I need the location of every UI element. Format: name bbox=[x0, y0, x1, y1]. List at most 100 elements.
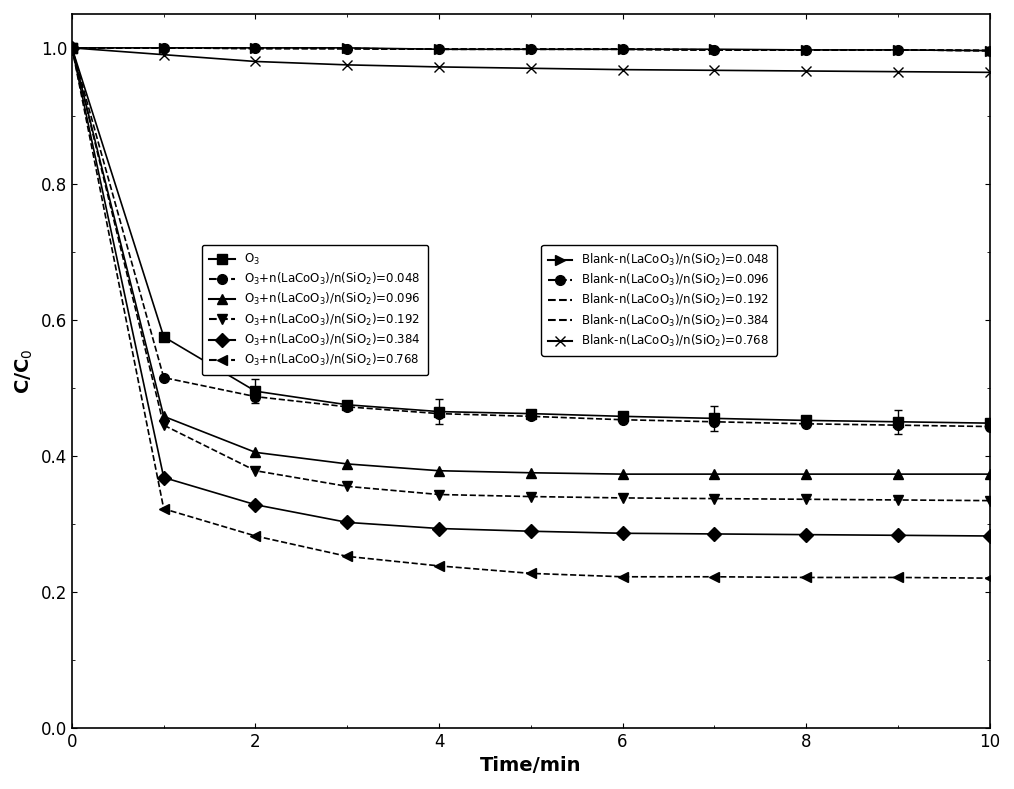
O$_3$+n(LaCoO$_3$)/n(SiO$_2$)=0.192 bbox=[249, 466, 262, 476]
Line: Blank-n(LaCoO$_3$)/n(SiO$_2$)=0.192: Blank-n(LaCoO$_3$)/n(SiO$_2$)=0.192 bbox=[72, 48, 990, 50]
O$_3$ bbox=[984, 418, 996, 428]
Blank-n(LaCoO$_3$)/n(SiO$_2$)=0.768 bbox=[984, 68, 996, 77]
X-axis label: Time/min: Time/min bbox=[480, 756, 581, 775]
O$_3$+n(LaCoO$_3$)/n(SiO$_2$)=0.384 bbox=[433, 524, 445, 533]
Blank-n(LaCoO$_3$)/n(SiO$_2$)=0.192 bbox=[249, 44, 262, 54]
Legend: Blank-n(LaCoO$_3$)/n(SiO$_2$)=0.048, Blank-n(LaCoO$_3$)/n(SiO$_2$)=0.096, Blank-: Blank-n(LaCoO$_3$)/n(SiO$_2$)=0.048, Bla… bbox=[541, 245, 778, 356]
O$_3$+n(LaCoO$_3$)/n(SiO$_2$)=0.096 bbox=[341, 459, 353, 469]
Blank-n(LaCoO$_3$)/n(SiO$_2$)=0.384 bbox=[891, 45, 903, 54]
O$_3$+n(LaCoO$_3$)/n(SiO$_2$)=0.192 bbox=[617, 493, 629, 503]
O$_3$+n(LaCoO$_3$)/n(SiO$_2$)=0.096 bbox=[249, 447, 262, 457]
O$_3$+n(LaCoO$_3$)/n(SiO$_2$)=0.384 bbox=[249, 500, 262, 510]
Blank-n(LaCoO$_3$)/n(SiO$_2$)=0.096 bbox=[249, 43, 262, 53]
O$_3$+n(LaCoO$_3$)/n(SiO$_2$)=0.192 bbox=[341, 481, 353, 491]
Blank-n(LaCoO$_3$)/n(SiO$_2$)=0.096 bbox=[433, 44, 445, 54]
Blank-n(LaCoO$_3$)/n(SiO$_2$)=0.768 bbox=[66, 43, 78, 53]
O$_3$+n(LaCoO$_3$)/n(SiO$_2$)=0.768 bbox=[66, 43, 78, 53]
O$_3$+n(LaCoO$_3$)/n(SiO$_2$)=0.192 bbox=[891, 495, 903, 505]
Blank-n(LaCoO$_3$)/n(SiO$_2$)=0.048 bbox=[708, 44, 720, 54]
O$_3$+n(LaCoO$_3$)/n(SiO$_2$)=0.192 bbox=[524, 492, 536, 501]
O$_3$+n(LaCoO$_3$)/n(SiO$_2$)=0.192 bbox=[433, 490, 445, 499]
O$_3$+n(LaCoO$_3$)/n(SiO$_2$)=0.768 bbox=[249, 531, 262, 540]
O$_3$+n(LaCoO$_3$)/n(SiO$_2$)=0.384 bbox=[708, 529, 720, 539]
O$_3$+n(LaCoO$_3$)/n(SiO$_2$)=0.768 bbox=[891, 573, 903, 582]
Blank-n(LaCoO$_3$)/n(SiO$_2$)=0.192 bbox=[708, 45, 720, 54]
O$_3$+n(LaCoO$_3$)/n(SiO$_2$)=0.048 bbox=[157, 373, 169, 383]
O$_3$+n(LaCoO$_3$)/n(SiO$_2$)=0.048 bbox=[800, 419, 812, 428]
Blank-n(LaCoO$_3$)/n(SiO$_2$)=0.192 bbox=[157, 43, 169, 53]
O$_3$ bbox=[524, 409, 536, 418]
O$_3$+n(LaCoO$_3$)/n(SiO$_2$)=0.768 bbox=[984, 574, 996, 583]
Y-axis label: C/C$_0$: C/C$_0$ bbox=[14, 348, 35, 394]
Line: Blank-n(LaCoO$_3$)/n(SiO$_2$)=0.096: Blank-n(LaCoO$_3$)/n(SiO$_2$)=0.096 bbox=[67, 43, 995, 55]
O$_3$+n(LaCoO$_3$)/n(SiO$_2$)=0.096 bbox=[66, 43, 78, 53]
Blank-n(LaCoO$_3$)/n(SiO$_2$)=0.384 bbox=[341, 44, 353, 54]
O$_3$+n(LaCoO$_3$)/n(SiO$_2$)=0.048 bbox=[708, 417, 720, 427]
Blank-n(LaCoO$_3$)/n(SiO$_2$)=0.048 bbox=[66, 43, 78, 53]
O$_3$+n(LaCoO$_3$)/n(SiO$_2$)=0.192 bbox=[708, 494, 720, 503]
O$_3$+n(LaCoO$_3$)/n(SiO$_2$)=0.192 bbox=[800, 495, 812, 504]
Blank-n(LaCoO$_3$)/n(SiO$_2$)=0.192 bbox=[984, 46, 996, 55]
Blank-n(LaCoO$_3$)/n(SiO$_2$)=0.192 bbox=[341, 44, 353, 54]
Blank-n(LaCoO$_3$)/n(SiO$_2$)=0.096 bbox=[800, 45, 812, 54]
Blank-n(LaCoO$_3$)/n(SiO$_2$)=0.768 bbox=[524, 64, 536, 73]
O$_3$ bbox=[66, 43, 78, 53]
O$_3$+n(LaCoO$_3$)/n(SiO$_2$)=0.096 bbox=[891, 469, 903, 479]
O$_3$+n(LaCoO$_3$)/n(SiO$_2$)=0.096 bbox=[984, 469, 996, 479]
Blank-n(LaCoO$_3$)/n(SiO$_2$)=0.768 bbox=[341, 60, 353, 69]
Blank-n(LaCoO$_3$)/n(SiO$_2$)=0.384 bbox=[66, 43, 78, 53]
O$_3$+n(LaCoO$_3$)/n(SiO$_2$)=0.768 bbox=[800, 573, 812, 582]
Line: O$_3$+n(LaCoO$_3$)/n(SiO$_2$)=0.096: O$_3$+n(LaCoO$_3$)/n(SiO$_2$)=0.096 bbox=[67, 43, 995, 479]
O$_3$+n(LaCoO$_3$)/n(SiO$_2$)=0.384 bbox=[157, 473, 169, 482]
O$_3$+n(LaCoO$_3$)/n(SiO$_2$)=0.768 bbox=[157, 504, 169, 514]
Blank-n(LaCoO$_3$)/n(SiO$_2$)=0.192 bbox=[524, 44, 536, 54]
Blank-n(LaCoO$_3$)/n(SiO$_2$)=0.768 bbox=[249, 57, 262, 66]
Line: O$_3$+n(LaCoO$_3$)/n(SiO$_2$)=0.384: O$_3$+n(LaCoO$_3$)/n(SiO$_2$)=0.384 bbox=[67, 43, 995, 540]
Blank-n(LaCoO$_3$)/n(SiO$_2$)=0.096 bbox=[891, 45, 903, 54]
Blank-n(LaCoO$_3$)/n(SiO$_2$)=0.048 bbox=[433, 44, 445, 54]
Line: Blank-n(LaCoO$_3$)/n(SiO$_2$)=0.048: Blank-n(LaCoO$_3$)/n(SiO$_2$)=0.048 bbox=[67, 43, 995, 55]
O$_3$+n(LaCoO$_3$)/n(SiO$_2$)=0.384 bbox=[66, 43, 78, 53]
Blank-n(LaCoO$_3$)/n(SiO$_2$)=0.048 bbox=[617, 44, 629, 54]
O$_3$+n(LaCoO$_3$)/n(SiO$_2$)=0.048 bbox=[984, 422, 996, 432]
O$_3$+n(LaCoO$_3$)/n(SiO$_2$)=0.048 bbox=[524, 412, 536, 421]
Blank-n(LaCoO$_3$)/n(SiO$_2$)=0.048 bbox=[800, 45, 812, 54]
O$_3$+n(LaCoO$_3$)/n(SiO$_2$)=0.048 bbox=[617, 415, 629, 424]
Blank-n(LaCoO$_3$)/n(SiO$_2$)=0.096 bbox=[708, 45, 720, 54]
O$_3$+n(LaCoO$_3$)/n(SiO$_2$)=0.384 bbox=[800, 530, 812, 540]
Blank-n(LaCoO$_3$)/n(SiO$_2$)=0.048 bbox=[524, 44, 536, 54]
O$_3$+n(LaCoO$_3$)/n(SiO$_2$)=0.768 bbox=[433, 561, 445, 570]
Blank-n(LaCoO$_3$)/n(SiO$_2$)=0.096 bbox=[617, 44, 629, 54]
O$_3$+n(LaCoO$_3$)/n(SiO$_2$)=0.096 bbox=[433, 466, 445, 476]
Blank-n(LaCoO$_3$)/n(SiO$_2$)=0.384 bbox=[433, 44, 445, 54]
Blank-n(LaCoO$_3$)/n(SiO$_2$)=0.384 bbox=[617, 44, 629, 54]
Blank-n(LaCoO$_3$)/n(SiO$_2$)=0.048 bbox=[249, 43, 262, 53]
O$_3$ bbox=[249, 387, 262, 396]
Blank-n(LaCoO$_3$)/n(SiO$_2$)=0.048 bbox=[157, 43, 169, 53]
Blank-n(LaCoO$_3$)/n(SiO$_2$)=0.048 bbox=[341, 43, 353, 53]
O$_3$+n(LaCoO$_3$)/n(SiO$_2$)=0.768 bbox=[524, 569, 536, 578]
Blank-n(LaCoO$_3$)/n(SiO$_2$)=0.192 bbox=[800, 45, 812, 54]
O$_3$+n(LaCoO$_3$)/n(SiO$_2$)=0.192 bbox=[157, 421, 169, 430]
Blank-n(LaCoO$_3$)/n(SiO$_2$)=0.096 bbox=[66, 43, 78, 53]
Blank-n(LaCoO$_3$)/n(SiO$_2$)=0.048 bbox=[984, 46, 996, 55]
Line: O$_3$+n(LaCoO$_3$)/n(SiO$_2$)=0.768: O$_3$+n(LaCoO$_3$)/n(SiO$_2$)=0.768 bbox=[67, 43, 995, 583]
O$_3$ bbox=[157, 332, 169, 342]
O$_3$+n(LaCoO$_3$)/n(SiO$_2$)=0.096 bbox=[617, 469, 629, 479]
Blank-n(LaCoO$_3$)/n(SiO$_2$)=0.192 bbox=[66, 43, 78, 53]
O$_3$ bbox=[891, 417, 903, 427]
Blank-n(LaCoO$_3$)/n(SiO$_2$)=0.096 bbox=[524, 44, 536, 54]
Blank-n(LaCoO$_3$)/n(SiO$_2$)=0.768 bbox=[800, 66, 812, 76]
Blank-n(LaCoO$_3$)/n(SiO$_2$)=0.768 bbox=[617, 65, 629, 74]
O$_3$ bbox=[433, 407, 445, 417]
O$_3$+n(LaCoO$_3$)/n(SiO$_2$)=0.192 bbox=[66, 43, 78, 53]
Blank-n(LaCoO$_3$)/n(SiO$_2$)=0.048 bbox=[891, 45, 903, 54]
Blank-n(LaCoO$_3$)/n(SiO$_2$)=0.768 bbox=[891, 67, 903, 77]
Line: O$_3$: O$_3$ bbox=[67, 43, 995, 428]
Blank-n(LaCoO$_3$)/n(SiO$_2$)=0.192 bbox=[617, 44, 629, 54]
Blank-n(LaCoO$_3$)/n(SiO$_2$)=0.192 bbox=[433, 44, 445, 54]
O$_3$+n(LaCoO$_3$)/n(SiO$_2$)=0.192 bbox=[984, 496, 996, 506]
Line: O$_3$+n(LaCoO$_3$)/n(SiO$_2$)=0.048: O$_3$+n(LaCoO$_3$)/n(SiO$_2$)=0.048 bbox=[67, 43, 995, 432]
Blank-n(LaCoO$_3$)/n(SiO$_2$)=0.096 bbox=[984, 46, 996, 55]
O$_3$ bbox=[341, 400, 353, 409]
